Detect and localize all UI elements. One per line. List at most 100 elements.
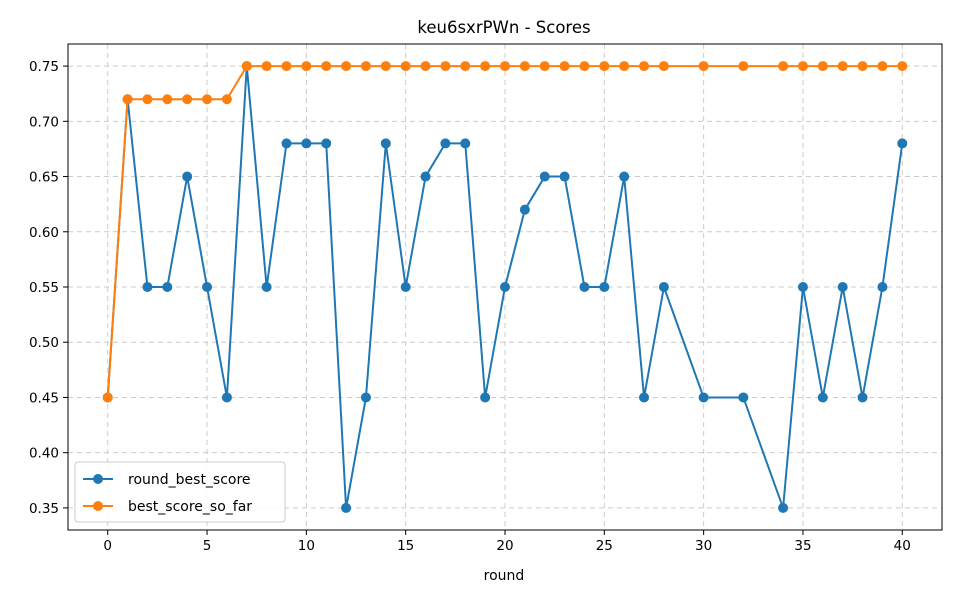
legend-label-best-score-so-far: best_score_so_far xyxy=(128,499,252,515)
grid xyxy=(68,44,942,530)
x-tick-label: 40 xyxy=(894,538,911,554)
legend-box xyxy=(74,461,286,523)
data-point-round-best-score xyxy=(221,392,232,403)
y-tick-label: 0.55 xyxy=(29,280,59,296)
data-point-best-score-so-far xyxy=(102,392,113,403)
data-point-best-score-so-far xyxy=(261,61,272,72)
data-point-round-best-score xyxy=(877,282,888,292)
data-point-best-score-so-far xyxy=(440,61,451,72)
data-point-round-best-score xyxy=(460,138,471,149)
y-tick-label: 0.45 xyxy=(29,390,59,406)
data-point-round-best-score xyxy=(321,138,332,149)
series-round-best-score xyxy=(102,61,908,513)
data-point-best-score-so-far xyxy=(400,61,411,72)
data-point-round-best-score xyxy=(599,282,610,292)
data-point-best-score-so-far xyxy=(460,61,471,72)
data-point-best-score-so-far xyxy=(559,61,570,72)
data-point-round-best-score xyxy=(639,392,650,403)
x-tick-label: 20 xyxy=(496,538,513,554)
data-point-round-best-score xyxy=(301,138,312,149)
y-tick-label: 0.60 xyxy=(29,225,59,241)
data-point-round-best-score xyxy=(261,282,272,292)
data-point-best-score-so-far xyxy=(599,61,610,72)
data-point-best-score-so-far xyxy=(619,61,630,72)
data-point-best-score-so-far xyxy=(877,61,888,72)
data-point-best-score-so-far xyxy=(122,94,133,105)
data-point-round-best-score xyxy=(162,282,173,292)
series-best-score-so-far xyxy=(102,61,908,403)
legend-marker-round-best-score xyxy=(93,474,103,484)
data-point-round-best-score xyxy=(579,282,590,292)
data-point-best-score-so-far xyxy=(897,61,908,72)
series-line-best-score-so-far xyxy=(106,65,903,398)
data-point-round-best-score xyxy=(778,502,789,513)
data-point-best-score-so-far xyxy=(480,61,491,72)
legend-label-round-best-score: round_best_score xyxy=(128,472,251,488)
data-point-best-score-so-far xyxy=(241,61,252,72)
data-point-best-score-so-far xyxy=(500,61,510,72)
data-point-round-best-score xyxy=(182,171,193,182)
y-tick-label: 0.70 xyxy=(29,114,59,130)
data-point-round-best-score xyxy=(202,282,213,292)
series-line-round-best-score xyxy=(106,65,904,509)
data-point-best-score-so-far xyxy=(797,61,808,72)
data-point-round-best-score xyxy=(440,138,451,149)
data-point-round-best-score xyxy=(897,138,908,149)
data-point-round-best-score xyxy=(559,171,570,182)
series-layer xyxy=(102,61,908,513)
data-point-best-score-so-far xyxy=(341,61,352,72)
x-tick-label: 5 xyxy=(203,538,212,554)
data-point-round-best-score xyxy=(817,392,828,403)
data-point-round-best-score xyxy=(341,502,352,513)
data-point-best-score-so-far xyxy=(380,61,391,72)
data-point-best-score-so-far xyxy=(420,61,431,72)
data-point-best-score-so-far xyxy=(817,61,828,72)
data-point-best-score-so-far xyxy=(579,61,590,72)
data-point-round-best-score xyxy=(360,392,371,403)
x-tick-label: 10 xyxy=(298,538,315,554)
data-point-best-score-so-far xyxy=(778,61,789,72)
x-axis-label: round xyxy=(484,568,525,584)
data-point-best-score-so-far xyxy=(182,94,193,105)
data-point-best-score-so-far xyxy=(639,61,650,72)
x-tick-label: 25 xyxy=(596,538,613,554)
y-tick-label: 0.75 xyxy=(29,59,59,75)
data-point-round-best-score xyxy=(480,392,491,403)
data-point-round-best-score xyxy=(420,171,431,182)
data-point-round-best-score xyxy=(539,171,550,182)
y-tick-label: 0.65 xyxy=(29,170,59,186)
data-point-round-best-score xyxy=(738,392,749,403)
data-point-round-best-score xyxy=(500,282,510,292)
data-point-best-score-so-far xyxy=(162,94,173,105)
data-point-best-score-so-far xyxy=(281,61,292,72)
x-tick-label: 0 xyxy=(103,538,112,554)
data-point-best-score-so-far xyxy=(698,61,709,72)
data-point-best-score-so-far xyxy=(360,61,371,72)
y-tick-label: 0.40 xyxy=(29,446,59,462)
x-tick-label: 15 xyxy=(397,538,414,554)
y-tick-label: 0.50 xyxy=(29,335,59,351)
data-point-best-score-so-far xyxy=(142,94,153,105)
data-point-round-best-score xyxy=(857,392,868,403)
ticks: 0 5 10 15 20 25 30 35 40 0.35 0.40 0.45 0.50 0.55 0.60… xyxy=(29,59,911,554)
data-point-best-score-so-far xyxy=(539,61,550,72)
data-point-best-score-so-far xyxy=(658,61,669,72)
data-point-best-score-so-far xyxy=(321,61,332,72)
data-point-best-score-so-far xyxy=(837,61,848,72)
data-point-round-best-score xyxy=(619,171,630,182)
data-point-round-best-score xyxy=(797,282,808,292)
data-point-round-best-score xyxy=(400,282,411,292)
y-tick-label: 0.35 xyxy=(29,501,59,517)
data-point-best-score-so-far xyxy=(519,61,530,72)
data-point-round-best-score xyxy=(658,282,669,292)
data-point-round-best-score xyxy=(380,138,391,149)
data-point-best-score-so-far xyxy=(857,61,868,72)
data-point-round-best-score xyxy=(698,392,709,403)
data-point-best-score-so-far xyxy=(202,94,213,105)
legend: round_best_score best_score_so_far xyxy=(74,461,286,523)
data-point-best-score-so-far xyxy=(738,61,749,72)
data-point-round-best-score xyxy=(281,138,292,149)
legend-marker-best-score-so-far xyxy=(93,501,103,511)
data-point-best-score-so-far xyxy=(221,94,232,105)
